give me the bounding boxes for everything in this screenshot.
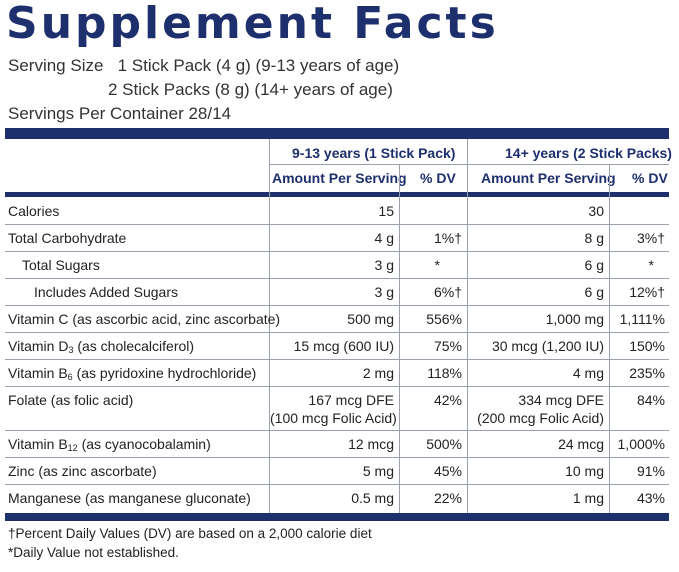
dv-9-13: 6%† — [433, 284, 462, 300]
amount-14plus-folic-acid: (200 mcg Folic Acid) — [477, 410, 604, 426]
row-label-main: Vitamin B — [8, 365, 68, 381]
amount-14plus: 6 g — [584, 284, 604, 300]
column-group-9-13: 9-13 years (1 Stick Pack) — [292, 145, 456, 161]
row-label-source: (as cyanocobalamin) — [77, 436, 211, 452]
dv-9-13: 1%† — [433, 230, 462, 246]
row-label: Vitamin D3 (as cholecalciferol) — [8, 335, 194, 361]
column-divider — [609, 164, 610, 513]
amount-header-1: Amount Per Serving — [272, 170, 407, 186]
row-label-subscript: 12 — [67, 443, 78, 453]
amount-9-13: 2 mg — [362, 365, 394, 381]
amount-9-13: 167 mcg DFE — [308, 392, 394, 408]
serving-size-value-1: 1 Stick Pack (4 g) (9-13 years of age) — [117, 56, 400, 75]
amount-9-13: 4 g — [374, 230, 394, 246]
column-divider — [467, 139, 468, 513]
row-label: Folate (as folic acid) — [8, 392, 134, 408]
amount-9-13: 0.5 mg — [351, 490, 394, 506]
row-divider — [5, 224, 669, 225]
amount-14plus: 4 mg — [572, 365, 604, 381]
row-label: Zinc (as zinc ascorbate) — [8, 463, 157, 479]
bottom-thick-bar — [5, 513, 669, 521]
top-thick-bar — [5, 128, 669, 139]
row-divider — [5, 332, 669, 333]
row-label-subscript: 3 — [68, 345, 74, 355]
dv-14plus: 1,000% — [617, 436, 665, 452]
row-label-subscript: 6 — [67, 372, 73, 382]
row-label: Vitamin B12 (as cyanocobalamin) — [8, 433, 211, 459]
footnote-asterisk: *Daily Value not established. — [8, 545, 179, 560]
row-divider — [5, 430, 669, 431]
amount-14plus: 8 g — [584, 230, 604, 246]
row-label: Vitamin B6 (as pyridoxine hydrochloride) — [8, 362, 256, 388]
row-label-main: Vitamin B — [8, 436, 68, 452]
page-title: Supplement Facts — [6, 0, 499, 49]
dv-header-1: % DV — [420, 170, 456, 186]
amount-9-13: 15 — [378, 203, 394, 219]
amount-14plus: 30 — [588, 203, 604, 219]
dv-header-2: % DV — [632, 170, 668, 186]
header-divider — [269, 164, 669, 165]
row-label: Total Sugars — [22, 257, 100, 273]
amount-14plus: 1 mg — [572, 490, 604, 506]
row-label-main: Vitamin D — [8, 338, 69, 354]
amount-9-13: 15 mcg (600 IU) — [293, 338, 394, 354]
column-divider — [399, 164, 400, 513]
amount-14plus: 334 mcg DFE — [518, 392, 604, 408]
dv-9-13: 42% — [433, 392, 462, 408]
dv-14plus: 43% — [636, 490, 665, 506]
footnote-dagger: †Percent Daily Values (DV) are based on … — [8, 526, 372, 541]
amount-9-13: 12 mcg — [348, 436, 394, 452]
column-group-14plus: 14+ years (2 Stick Packs) — [505, 145, 672, 161]
row-divider — [5, 457, 669, 458]
amount-9-13-folic-acid: (100 mcg Folic Acid) — [270, 410, 397, 426]
servings-per-container: Servings Per Container 28/14 — [8, 104, 232, 123]
dv-14plus: 235% — [629, 365, 665, 381]
dv-14plus: * — [648, 257, 654, 273]
dv-14plus: 1,111% — [619, 311, 665, 327]
row-label: Calories — [8, 203, 60, 219]
dv-14plus: 150% — [629, 338, 665, 354]
dv-9-13: * — [434, 257, 440, 273]
dv-9-13: 500% — [426, 436, 462, 452]
amount-header-2: Amount Per Serving — [481, 170, 616, 186]
amount-9-13: 3 g — [374, 257, 394, 273]
row-divider — [5, 251, 669, 252]
row-label-source: (as pyridoxine hydrochloride) — [72, 365, 257, 381]
amount-9-13: 3 g — [374, 284, 394, 300]
dv-9-13: 556% — [426, 311, 462, 327]
row-divider — [5, 278, 669, 279]
serving-size-line-1: Serving Size 1 Stick Pack (4 g) (9-13 ye… — [8, 56, 399, 76]
header-thick-bar — [5, 192, 669, 197]
row-label: Manganese (as manganese gluconate) — [8, 490, 251, 506]
column-divider — [269, 139, 270, 513]
amount-9-13: 5 mg — [362, 463, 394, 479]
row-label: Vitamin C (as ascorbic acid, zinc ascorb… — [8, 311, 281, 327]
amount-14plus: 24 mcg — [558, 436, 604, 452]
row-label: Includes Added Sugars — [34, 284, 178, 300]
dv-9-13: 22% — [433, 490, 462, 506]
dv-14plus: 91% — [636, 463, 665, 479]
dv-9-13: 75% — [433, 338, 462, 354]
serving-size-value-2: 2 Stick Packs (8 g) (14+ years of age) — [108, 80, 393, 99]
amount-14plus: 10 mg — [565, 463, 604, 479]
dv-9-13: 118% — [427, 365, 462, 381]
dv-14plus: 84% — [636, 392, 665, 408]
row-label: Total Carbohydrate — [8, 230, 127, 246]
dv-14plus: 12%† — [629, 284, 665, 300]
row-divider — [5, 386, 669, 387]
amount-14plus: 6 g — [584, 257, 604, 273]
amount-14plus: 30 mcg (1,200 IU) — [491, 338, 604, 354]
serving-size-label: Serving Size — [8, 56, 104, 75]
amount-9-13: 500 mg — [347, 311, 394, 327]
row-divider — [5, 305, 669, 306]
dv-14plus: 3%† — [636, 230, 665, 246]
row-divider — [5, 484, 669, 485]
row-label-source: (as cholecalciferol) — [73, 338, 195, 354]
row-divider — [5, 359, 669, 360]
dv-9-13: 45% — [433, 463, 462, 479]
amount-14plus: 1,000 mg — [545, 311, 604, 327]
